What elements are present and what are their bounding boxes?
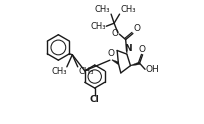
Text: N: N [124,44,131,53]
Text: CH₃: CH₃ [95,4,111,14]
Polygon shape [112,60,119,64]
Text: O: O [111,29,118,38]
Text: CH₃: CH₃ [90,22,106,31]
Text: O: O [139,45,145,54]
Polygon shape [130,62,140,66]
Text: OH: OH [146,65,159,74]
Text: CH₃: CH₃ [51,67,67,77]
Text: O: O [108,49,115,58]
Text: CH₃: CH₃ [78,67,94,77]
Text: CH₃: CH₃ [120,4,136,14]
Text: O: O [133,24,141,32]
Text: Cl: Cl [90,95,100,104]
